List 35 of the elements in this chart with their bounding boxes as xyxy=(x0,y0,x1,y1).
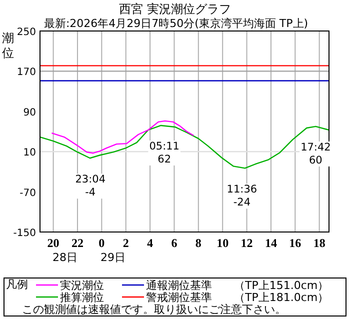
line-series xyxy=(39,124,330,169)
x-tick-label: 6 xyxy=(171,236,178,250)
legend-label: 警戒潮位基準 （TP上181.0cm） xyxy=(146,291,329,304)
y-axis-title: 潮位 xyxy=(2,31,14,60)
x-tick-label: 18 xyxy=(313,236,326,250)
legend-label: 通報潮位基準 （TP上151.0cm） xyxy=(146,279,329,292)
y-tick-label: 10 xyxy=(23,148,36,159)
y-tick-label: 170 xyxy=(16,67,36,78)
x-tick-label: 10 xyxy=(216,236,229,250)
chart-title: 西宮 実況潮位グラフ xyxy=(119,2,231,16)
x-tick-label: 20 xyxy=(47,236,60,250)
x-tick-label: 14 xyxy=(264,236,277,250)
text: 28日 xyxy=(52,251,78,264)
line-series xyxy=(51,120,194,154)
x-tick-label: 8 xyxy=(195,236,202,250)
annotation: 17:42 60 xyxy=(300,141,331,166)
legend-label: 実況潮位 xyxy=(60,279,104,292)
x-tick-label: 16 xyxy=(289,236,302,250)
x-tick-label: 0 xyxy=(98,236,105,250)
y-tick-label: -70 xyxy=(20,188,36,199)
x-tick-label: 4 xyxy=(147,236,154,250)
legend-title: 凡例 xyxy=(6,278,28,291)
x-tick-label: 12 xyxy=(240,236,253,250)
y-tick-label: 90 xyxy=(23,107,36,118)
text: 29日 xyxy=(100,251,126,264)
y-tick-label: -150 xyxy=(13,228,36,239)
annotation: 23:04 -4 xyxy=(75,174,106,199)
text: この観測値は速報値です。取り扱いにご注意下さい。 xyxy=(22,303,286,316)
x-tick-label: 22 xyxy=(71,236,84,250)
legend-label: 推算潮位 xyxy=(60,291,104,304)
annotation: 05:11 62 xyxy=(149,140,180,166)
chart-subtitle: 最新:2026年4月29日7時50分(東京湾平均海面 TP上) xyxy=(44,17,308,30)
annotation: 11:36 -24 xyxy=(226,184,258,209)
x-tick-label: 2 xyxy=(122,236,129,250)
y-tick-label: 250 xyxy=(16,27,36,38)
